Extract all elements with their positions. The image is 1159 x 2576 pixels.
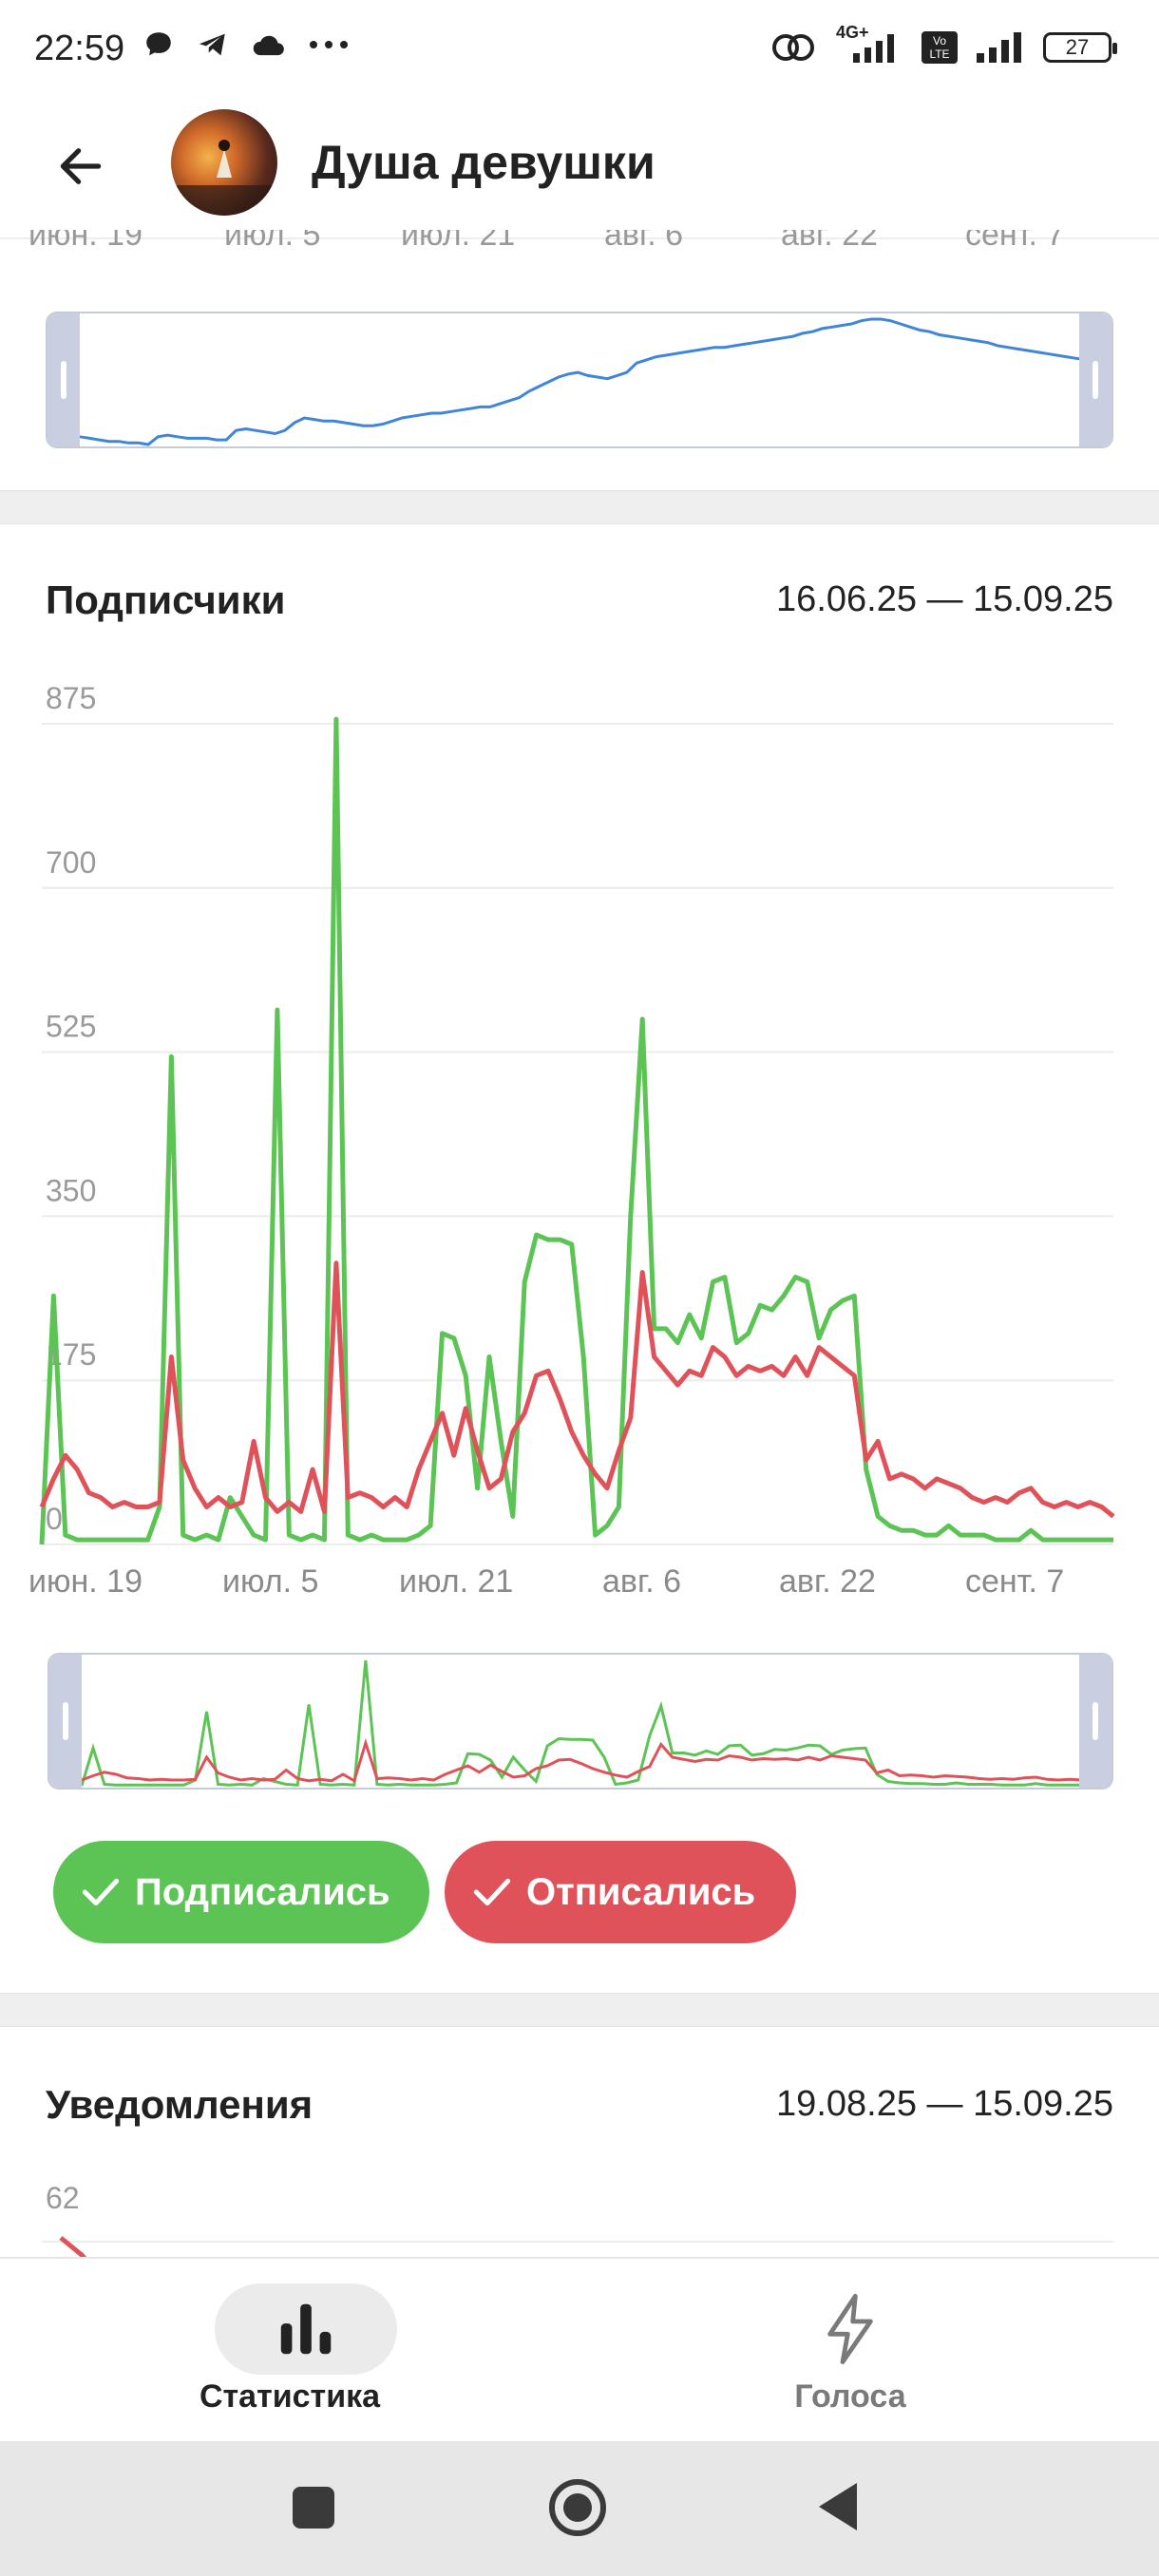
x-tick: сент. 7 [965,230,1065,253]
battery-indicator: 27 [1043,32,1117,63]
y-tick-label: 875 [46,681,96,715]
y-tick-label: 525 [46,1010,96,1044]
legend-joined-button[interactable]: Подписались [53,1841,429,1943]
subscribers-card: Подписчики 16.06.25 — 15.09.25 0 175 350 52… [0,524,1159,1991]
x-tick: авг. 22 [781,230,878,253]
legend-left-label: Отписались [526,1870,756,1913]
tab-votes-icon-wrap [560,2283,1140,2375]
arrow-left-icon [60,148,102,184]
signal-icon [853,34,894,63]
signal-icon-2 [977,32,1021,63]
nav-series-joined [80,1659,1112,1787]
notifications-date-range[interactable]: 19.08.25 — 15.09.25 [776,2084,1113,2124]
navigator-left-handle[interactable] [49,1655,82,1788]
notifications-y-tick: 62 [46,2181,80,2215]
more-dots-icon [310,41,348,48]
cloud-icon [253,35,284,56]
views-navigator-plot [79,317,1112,446]
recents-square-icon[interactable] [291,2485,336,2530]
series-joined-line [39,716,1113,1545]
status-bar: 22:59 4G+ Vo LTE 27 [0,0,1159,95]
subscribers-title: Подписчики [46,578,286,622]
x-tick-label: июн. 19 [28,1563,142,1600]
notifications-card: Уведомления 19.08.25 — 15.09.25 62 [0,2029,1159,2257]
navigator-right-handle[interactable] [1079,313,1112,446]
tab-votes[interactable]: Голоса [560,2259,1140,2443]
subscribers-navigator[interactable] [48,1653,1113,1790]
volte-badge: Vo LTE [922,31,958,64]
check-icon [473,1878,511,1906]
subscribers-date-range[interactable]: 16.06.25 — 15.09.25 [776,579,1113,619]
x-tick: июл. 21 [401,230,516,253]
avatar[interactable] [171,109,277,216]
subscribers-navigator-plot [80,1659,1112,1787]
x-tick: авг. 6 [604,230,684,253]
bottom-nav: Статистика Голоса [0,2257,1159,2441]
back-button[interactable] [48,133,114,199]
back-triangle-icon[interactable] [815,2481,859,2532]
legend-left-button[interactable]: Отписались [445,1841,796,1943]
volte-label: Vo LTE [929,34,950,61]
home-circle-icon[interactable] [547,2477,608,2538]
lightning-icon [827,2293,873,2365]
tab-statistics-label: Статистика [199,2378,381,2415]
y-tick-label: 0 [46,1502,63,1536]
series-left-line [39,1260,1115,1519]
x-tick: июл. 5 [224,230,321,253]
x-tick-label: авг. 22 [779,1563,876,1600]
tab-statistics-pill [215,2283,397,2375]
avatar-image [171,140,277,216]
views-chart-section: июн. 19 июл. 5 июл. 21 авг. 6 авг. 22 се… [0,230,1159,489]
x-tick-label: авг. 6 [602,1563,681,1600]
notifications-title: Уведомления [46,2082,314,2127]
tab-statistics[interactable]: Статистика [0,2259,580,2443]
x-tick-label: сент. 7 [965,1563,1064,1600]
tab-votes-label: Голоса [794,2378,906,2415]
hotspot-icon [772,34,814,61]
y-tick-label: 700 [46,845,96,880]
status-time: 22:59 [34,28,125,68]
nav-series-left [81,1737,1112,1784]
legend-joined-label: Подписались [135,1870,390,1913]
notifications-series-line [59,2236,87,2257]
status-right-icons: 4G+ Vo LTE 27 [770,23,1117,66]
system-nav-bar [0,2441,1159,2576]
status-left-icons [142,28,350,61]
signal-4g: 4G+ [834,23,904,66]
clipped-x-axis: июн. 19 июл. 5 июл. 21 авг. 6 авг. 22 се… [27,230,1129,258]
notifications-chart[interactable] [0,2219,1159,2257]
section-divider [0,490,1159,524]
x-tick: июн. 19 [28,230,142,253]
y-tick-label: 350 [46,1173,96,1207]
check-icon [82,1878,120,1906]
chat-bubble-icon [146,32,171,56]
views-series-line [79,317,1112,446]
page-title: Душа девушки [312,136,656,189]
telegram-icon [199,33,225,56]
bar-chart-icon [280,2303,332,2355]
network-label: 4G+ [836,23,869,42]
x-tick-label: июл. 5 [222,1563,318,1600]
navigator-left-handle[interactable] [48,313,80,446]
x-tick-label: июл. 21 [399,1563,513,1600]
views-navigator[interactable] [46,312,1113,448]
app-header: Душа девушки [0,95,1159,237]
navigator-right-handle[interactable] [1079,1655,1112,1788]
section-divider [0,1993,1159,2027]
